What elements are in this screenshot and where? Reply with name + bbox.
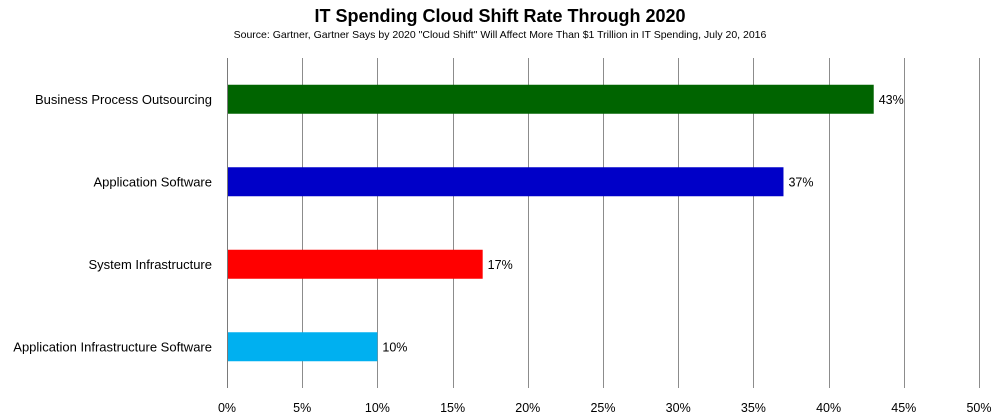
category-label: Application Infrastructure Software — [13, 339, 212, 354]
data-label: 43% — [879, 93, 904, 107]
x-tick-label: 10% — [365, 401, 390, 415]
bar — [228, 332, 378, 362]
data-label: 17% — [488, 258, 513, 272]
chart-title: IT Spending Cloud Shift Rate Through 202… — [314, 6, 686, 26]
bar — [228, 249, 483, 279]
category-label: System Infrastructure — [88, 257, 212, 272]
x-tick-label: 30% — [666, 401, 691, 415]
x-tick-label: 15% — [440, 401, 465, 415]
x-tick-label: 40% — [816, 401, 841, 415]
x-tick-label: 50% — [966, 401, 991, 415]
bar — [228, 167, 784, 197]
data-labels: 43% 37% 17% 10% — [382, 93, 903, 355]
bar — [228, 84, 874, 114]
category-label: Application Software — [93, 174, 212, 189]
x-tick-label: 25% — [590, 401, 615, 415]
x-tick-label: 0% — [218, 401, 236, 415]
x-tick-label: 20% — [515, 401, 540, 415]
x-tick-label: 35% — [741, 401, 766, 415]
bars — [228, 84, 874, 362]
x-tick-label: 45% — [891, 401, 916, 415]
x-axis: 0% 5% 10% 15% 20% 25% 30% 35% 40% 45% 50% — [218, 58, 992, 415]
category-label: Business Process Outsourcing — [35, 92, 212, 107]
data-label: 10% — [382, 340, 407, 354]
x-tick-label: 5% — [293, 401, 311, 415]
category-labels: Business Process Outsourcing Application … — [13, 92, 212, 355]
data-label: 37% — [788, 175, 813, 189]
chart-subtitle: Source: Gartner, Gartner Says by 2020 "C… — [233, 29, 767, 41]
